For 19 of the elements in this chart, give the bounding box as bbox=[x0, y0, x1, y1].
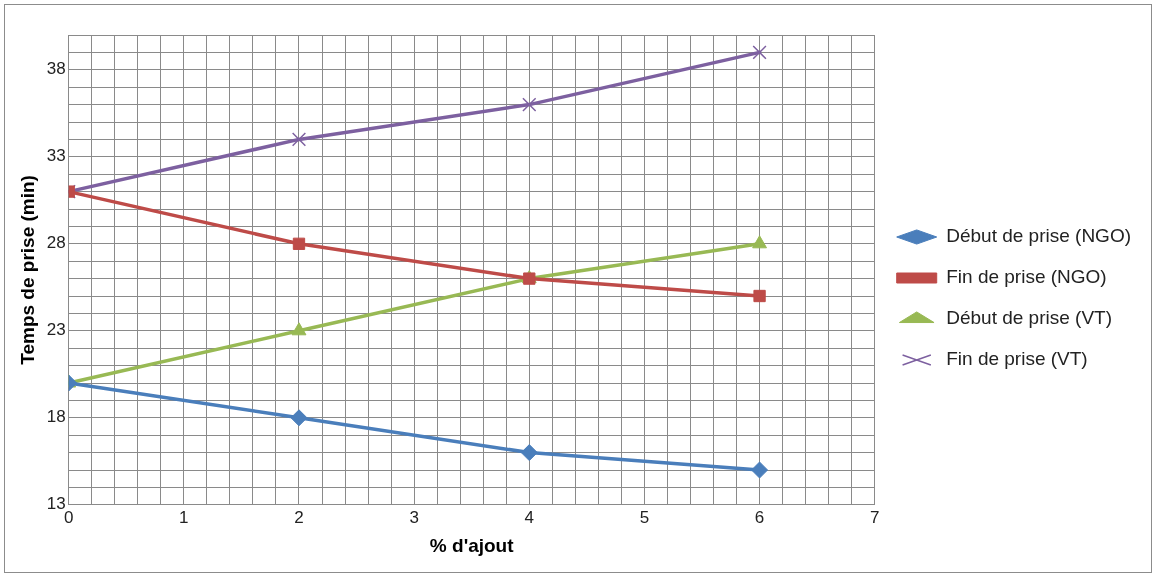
x-axis-title: % d'ajout bbox=[429, 534, 515, 556]
legend-label: Fin de prise (NGO) bbox=[946, 266, 1107, 288]
legend-label: Début de prise (NGO) bbox=[946, 225, 1132, 247]
x-tick-label: 6 bbox=[754, 507, 765, 527]
y-tick-label: 23 bbox=[46, 320, 66, 340]
x-tick-label: 5 bbox=[639, 507, 650, 527]
x-tick-label: 7 bbox=[869, 507, 880, 527]
x-tick-label: 3 bbox=[409, 507, 419, 527]
y-axis-title: Temps de prise (min) bbox=[16, 175, 38, 365]
legend-label: Début de prise (VT) bbox=[946, 307, 1113, 329]
y-tick-label: 38 bbox=[46, 59, 66, 79]
legend-label: Fin de prise (VT) bbox=[946, 348, 1088, 370]
y-tick-label: 18 bbox=[46, 407, 66, 427]
x-tick-label: 2 bbox=[294, 507, 304, 527]
y-tick-label: 13 bbox=[46, 494, 66, 514]
y-tick-label: 33 bbox=[46, 146, 66, 166]
x-tick-label: 4 bbox=[524, 507, 535, 527]
x-tick-label: 1 bbox=[179, 507, 189, 527]
y-tick-label: 28 bbox=[46, 233, 66, 253]
